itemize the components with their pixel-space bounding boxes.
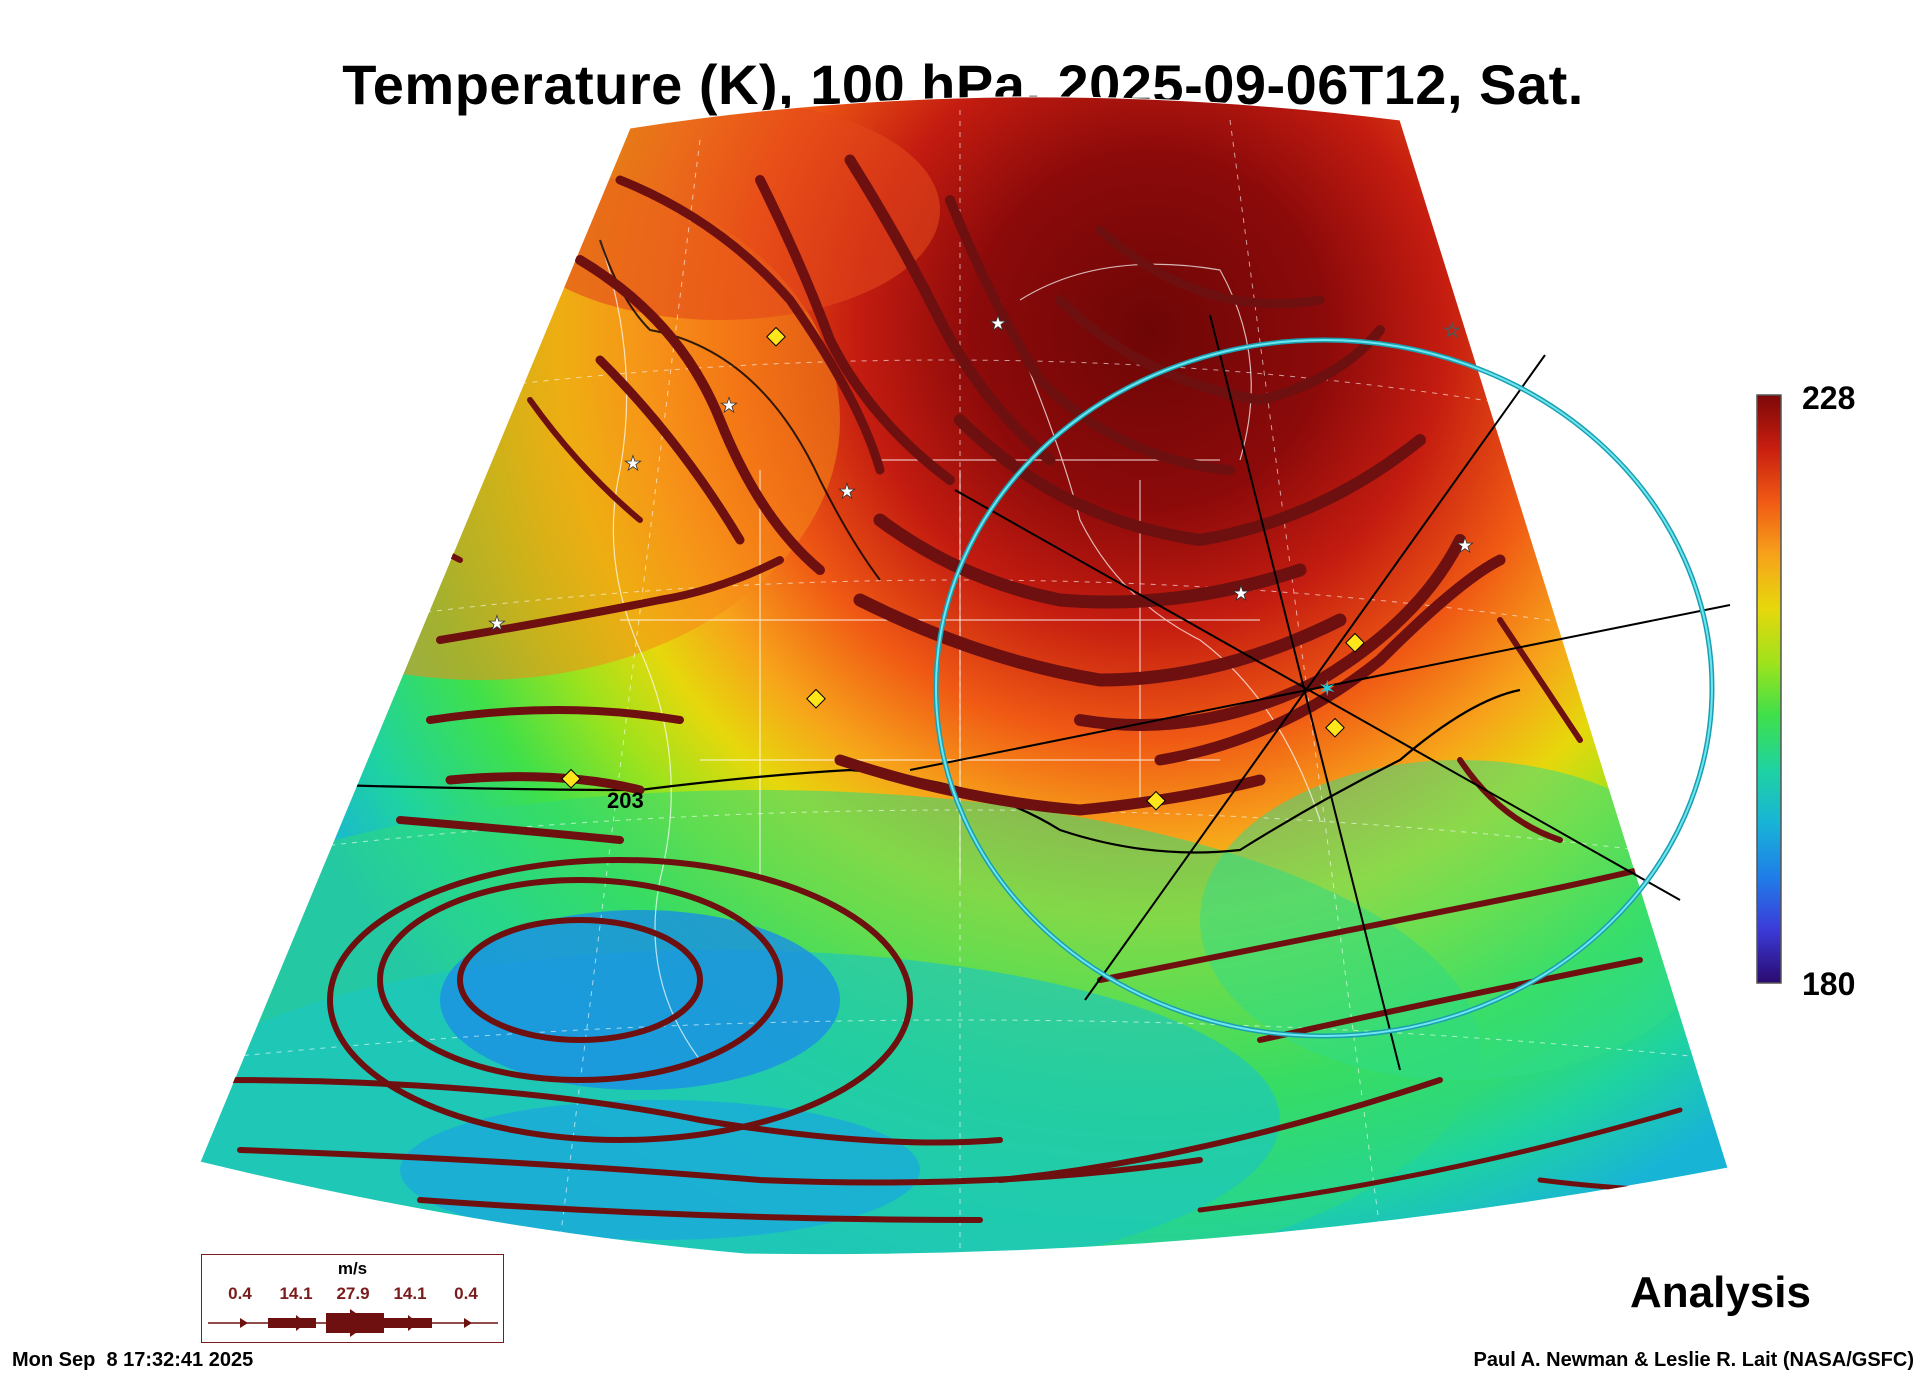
star-icon: ★ [1232,581,1250,605]
diamond-markers [561,326,1365,811]
wind-streamlines [217,154,1683,1223]
wind-legend-tick: 14.1 [279,1284,313,1303]
analysis-label: Analysis [1630,1268,1811,1317]
center-star-icon: ✶ [1318,677,1336,702]
wind-legend-arrows [208,1309,498,1337]
star-icon: ★ [624,451,642,475]
colorbar [1756,394,1782,984]
star-icon: ★ [720,393,738,417]
diamond-icon [806,688,826,709]
footer-timestamp: Mon Sep 8 17:32:41 2025 [12,1349,254,1371]
star-icon: ★ [989,311,1007,335]
wind-legend-tick: 0.4 [454,1284,478,1303]
ring-inner [935,339,1713,1037]
wind-legend: m/s 0.4 14.1 27.9 14.1 0.4 [201,1254,504,1343]
star-icon: ★ [1456,533,1474,557]
star-markers: ★ ★ ★ ★ ★ ★ ★ ☆ [488,311,1475,636]
wind-legend-tick: 27.9 [336,1284,370,1303]
map-boundary [199,96,1729,1256]
diamond-icon [766,326,786,347]
wind-legend-unit: m/s [337,1259,368,1278]
diamond-icon [1325,717,1345,738]
star-icon: ★ [838,479,856,503]
colorbar-max-label: 228 [1802,380,1856,416]
cross-section-lines [909,314,1731,1071]
diamond-icon [561,768,581,789]
contour-label: 203 [607,788,644,813]
wind-legend-tick: 14.1 [393,1284,427,1303]
diamond-icon [1345,632,1365,653]
colorbar-min-label: 180 [1802,966,1856,1002]
diamond-icon [1146,790,1166,811]
wind-legend-tick: 0.4 [228,1284,252,1303]
star-outline-icon: ☆ [1443,318,1461,342]
star-icon: ★ [488,611,506,635]
footer-credit: Paul A. Newman & Leslie R. Lait (NASA/GS… [1473,1349,1914,1371]
colorbar-gradient [1756,394,1782,984]
